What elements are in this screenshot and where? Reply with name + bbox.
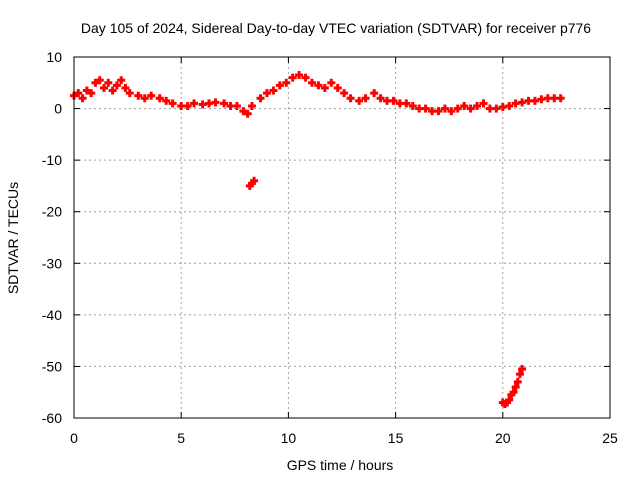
data-point (295, 71, 304, 80)
data-point (421, 104, 430, 113)
chart-title: Day 105 of 2024, Sidereal Day-to-day VTE… (81, 20, 591, 36)
data-point (168, 99, 177, 108)
x-tick-label: 20 (495, 430, 511, 446)
data-point (518, 365, 527, 374)
data-point (190, 99, 199, 108)
data-point (376, 94, 385, 103)
data-point (183, 101, 192, 110)
y-tick-label: -60 (42, 410, 62, 426)
data-point (453, 104, 462, 113)
y-tick-label: -50 (42, 358, 62, 374)
y-axis-label: SDTVAR / TECUs (5, 182, 21, 294)
data-point (91, 78, 100, 87)
data-point (117, 76, 126, 85)
data-point (162, 96, 171, 105)
data-point (87, 89, 96, 98)
data-point (243, 109, 252, 118)
x-axis-label: GPS time / hours (287, 457, 394, 473)
data-point (314, 81, 323, 90)
data-point (402, 99, 411, 108)
x-tick-label: 15 (388, 430, 404, 446)
y-tick-label: -30 (42, 255, 62, 271)
data-point (256, 94, 265, 103)
data-point (340, 89, 349, 98)
x-tick-label: 25 (602, 430, 618, 446)
data-point (301, 73, 310, 82)
data-point (82, 86, 91, 95)
data-point (100, 83, 109, 92)
data-point (125, 89, 134, 98)
data-point (460, 101, 469, 110)
plot-frame (73, 56, 611, 419)
data-point (211, 98, 220, 107)
data-point (346, 94, 355, 103)
data-point (155, 94, 164, 103)
data-point (239, 107, 248, 116)
x-tick-label: 5 (177, 430, 185, 446)
data-point (74, 89, 83, 98)
data-point (505, 101, 514, 110)
axis-ticks (73, 56, 611, 419)
data-point (440, 104, 449, 113)
data-point (282, 78, 291, 87)
data-point (250, 176, 259, 185)
data-point (509, 388, 518, 397)
data-point (511, 383, 520, 392)
data-point (333, 83, 342, 92)
x-tick-labels: 0 5 10 15 20 25 (70, 430, 618, 446)
data-point (361, 94, 370, 103)
data-point (307, 78, 316, 87)
y-tick-labels: 10 0 -10 -20 -30 -40 -50 -60 (42, 49, 62, 426)
data-point (140, 94, 149, 103)
data-point (320, 83, 329, 92)
y-tick-label: 10 (46, 49, 62, 65)
y-tick-label: -40 (42, 307, 62, 323)
data-point (473, 101, 482, 110)
data-point (370, 89, 379, 98)
data-point (108, 86, 117, 95)
data-point (269, 86, 278, 95)
y-tick-label: 0 (54, 101, 62, 117)
y-tick-label: -20 (42, 204, 62, 220)
data-point (355, 96, 364, 105)
data-point (518, 98, 527, 107)
data-point (530, 96, 539, 105)
data-point (134, 91, 143, 100)
data-point (556, 94, 565, 103)
data-point (327, 78, 336, 87)
data-point (505, 395, 514, 404)
data-point (147, 91, 156, 100)
data-point (220, 99, 229, 108)
data-point (232, 101, 241, 110)
data-point (121, 83, 130, 92)
grid-lines (74, 57, 610, 418)
y-tick-label: -10 (42, 152, 62, 168)
data-point (515, 370, 524, 379)
x-tick-label: 10 (281, 430, 297, 446)
data-point (466, 104, 475, 113)
data-point (492, 104, 501, 113)
data-points (70, 71, 565, 409)
data-point (389, 96, 398, 105)
data-point (112, 81, 121, 90)
data-point (247, 101, 256, 110)
data-point (275, 81, 284, 90)
data-point (288, 73, 297, 82)
data-point (447, 107, 456, 116)
data-point (104, 78, 113, 87)
data-point (513, 377, 522, 386)
data-point (262, 89, 271, 98)
data-point (95, 76, 104, 85)
data-point (479, 99, 488, 108)
x-tick-label: 0 (70, 430, 78, 446)
data-point (434, 107, 443, 116)
data-point (78, 94, 87, 103)
data-point (408, 101, 417, 110)
